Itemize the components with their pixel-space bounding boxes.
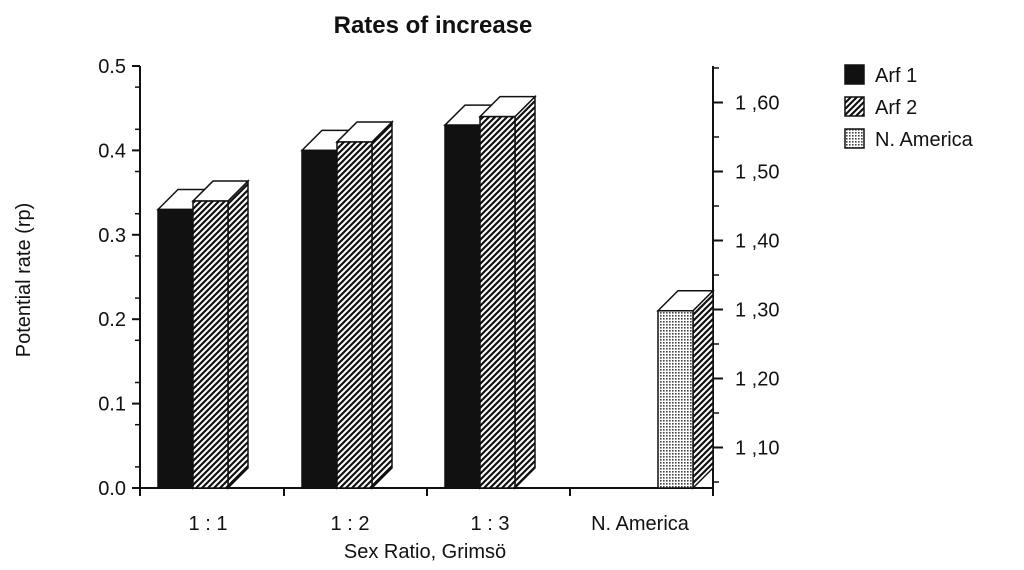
y2-tick-label: 1 ,50 bbox=[735, 162, 779, 184]
legend-label: Arf 2 bbox=[875, 97, 917, 119]
legend-swatch bbox=[844, 64, 865, 85]
y-tick-label: 0.4 bbox=[98, 140, 126, 162]
bar-front-face bbox=[657, 310, 694, 489]
bar-side-face bbox=[227, 179, 249, 490]
y-tick-label: 0.2 bbox=[98, 309, 126, 331]
bar-side-face bbox=[514, 94, 536, 490]
x-tick-label: N. America bbox=[591, 513, 690, 535]
bar-arf-2-0 bbox=[191, 179, 250, 490]
bar-front-face bbox=[444, 124, 481, 489]
y-tick-label: 0.3 bbox=[98, 225, 126, 247]
y-tick-label: 0.0 bbox=[98, 478, 126, 500]
bar-front-face bbox=[157, 208, 194, 489]
bar-arf-2-2 bbox=[478, 94, 537, 490]
y2-tick-label: 1 ,20 bbox=[735, 369, 779, 391]
y2-tick-label: 1 ,40 bbox=[735, 231, 779, 253]
x-axis-label: Sex Ratio, Grimsö bbox=[344, 541, 506, 563]
y-axis-label: Potential rate (rp) bbox=[13, 203, 35, 358]
bar-arf-2-1 bbox=[335, 120, 394, 490]
x-tick-label: 1 : 1 bbox=[189, 513, 228, 535]
chart-title: Rates of increase bbox=[334, 12, 533, 39]
legend: Arf 1 Arf 2 N. America bbox=[844, 64, 974, 151]
legend-swatch bbox=[844, 128, 865, 149]
x-tick-label: 1 : 2 bbox=[331, 513, 370, 535]
bar-front-face bbox=[479, 115, 516, 489]
y2-tick-label: 1 ,60 bbox=[735, 93, 779, 115]
y-tick-label: 0.1 bbox=[98, 394, 126, 416]
bar-side-face bbox=[371, 120, 393, 490]
legend-label: N. America bbox=[875, 129, 974, 151]
bar-front-face bbox=[192, 200, 229, 489]
legend-swatch bbox=[844, 96, 865, 117]
x-tick-label: 1 : 3 bbox=[471, 513, 510, 535]
bar-front-face bbox=[336, 141, 373, 489]
bars bbox=[156, 94, 715, 490]
axes: 0.0 0.1 0.2 0.3 0.4 0.5 1 ,10 1 ,20 1 ,30 1 ,40 1 … bbox=[98, 56, 779, 535]
bar-front-face bbox=[301, 149, 338, 489]
y-tick-label: 0.5 bbox=[98, 56, 126, 78]
y2-tick-label: 1 ,30 bbox=[735, 300, 779, 322]
bar-side-face bbox=[692, 288, 714, 490]
legend-label: Arf 1 bbox=[875, 65, 917, 87]
bar-n-america-3 bbox=[656, 288, 715, 490]
y2-tick-label: 1 ,10 bbox=[735, 438, 779, 460]
